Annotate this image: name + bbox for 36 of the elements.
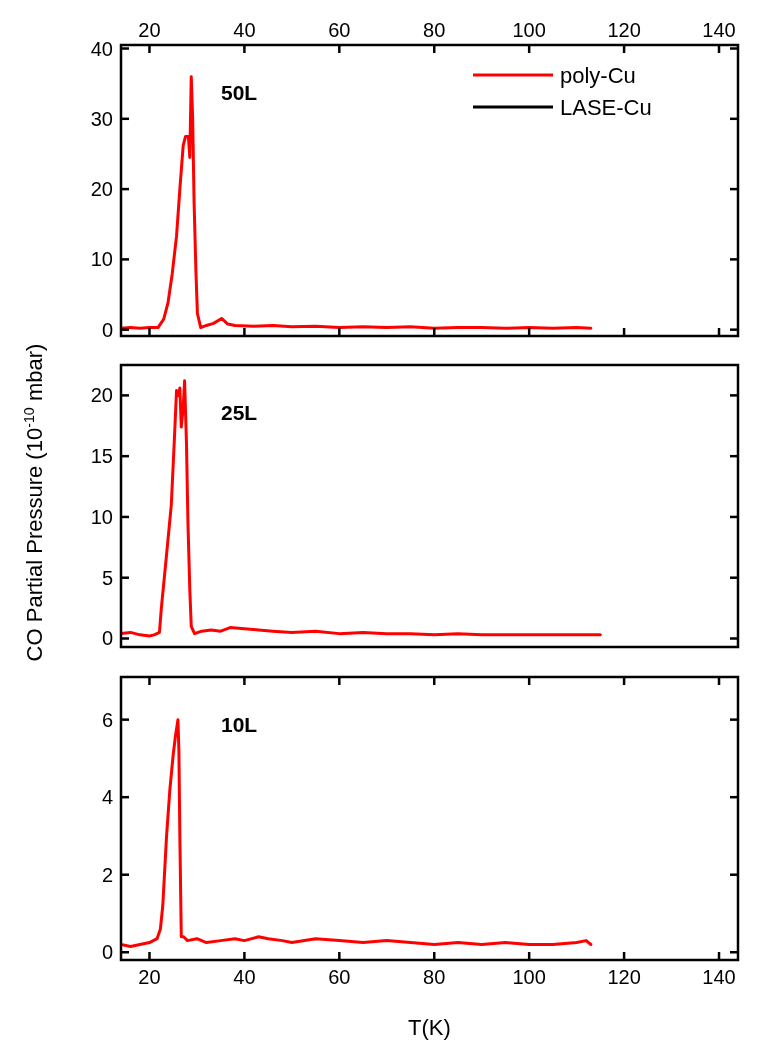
y-tick-label: 0 [101, 627, 113, 650]
y-tick-label: 5 [101, 566, 113, 589]
x2-tick-label: 100 [512, 19, 546, 41]
y-tick-label: 40 [90, 37, 113, 60]
legend-label: poly-Cu [560, 62, 636, 88]
x-tick-label: 120 [607, 966, 641, 988]
x-tick-label: 140 [702, 966, 736, 988]
x2-tick-label: 120 [607, 19, 641, 41]
y-tick-label: 0 [101, 318, 113, 341]
annotation: 10L [221, 713, 258, 736]
y-tick-label: 10 [90, 248, 113, 271]
x-tick-label: 20 [138, 966, 161, 988]
y-tick-label: 4 [101, 786, 113, 809]
line-series [121, 718, 593, 948]
x2-tick-label: 20 [138, 19, 161, 41]
x-tick-label: 100 [512, 966, 546, 988]
x-tick-label: 80 [423, 966, 446, 988]
line-series [121, 379, 602, 638]
y-tick-label: 15 [90, 445, 113, 468]
y-tick-label: 6 [101, 708, 113, 731]
y-tick-label: 2 [101, 863, 113, 886]
x2-tick-label: 60 [328, 19, 351, 41]
y-tick-label: 20 [90, 178, 113, 201]
x2-tick-label: 140 [702, 19, 736, 41]
x2-tick-label: 40 [233, 19, 256, 41]
x-axis-title: T(K) [408, 1015, 451, 1040]
legend-label: LASE-Cu [560, 94, 652, 120]
y-tick-label: 30 [90, 107, 113, 130]
x-tick-label: 60 [328, 966, 351, 988]
annotation: 50L [221, 81, 258, 104]
y-tick-label: 10 [90, 505, 113, 528]
y-tick-label: 0 [101, 941, 113, 964]
x2-tick-label: 80 [423, 19, 446, 41]
y-tick-label: 20 [90, 384, 113, 407]
annotation: 25L [221, 401, 258, 424]
x-tick-label: 40 [233, 966, 256, 988]
